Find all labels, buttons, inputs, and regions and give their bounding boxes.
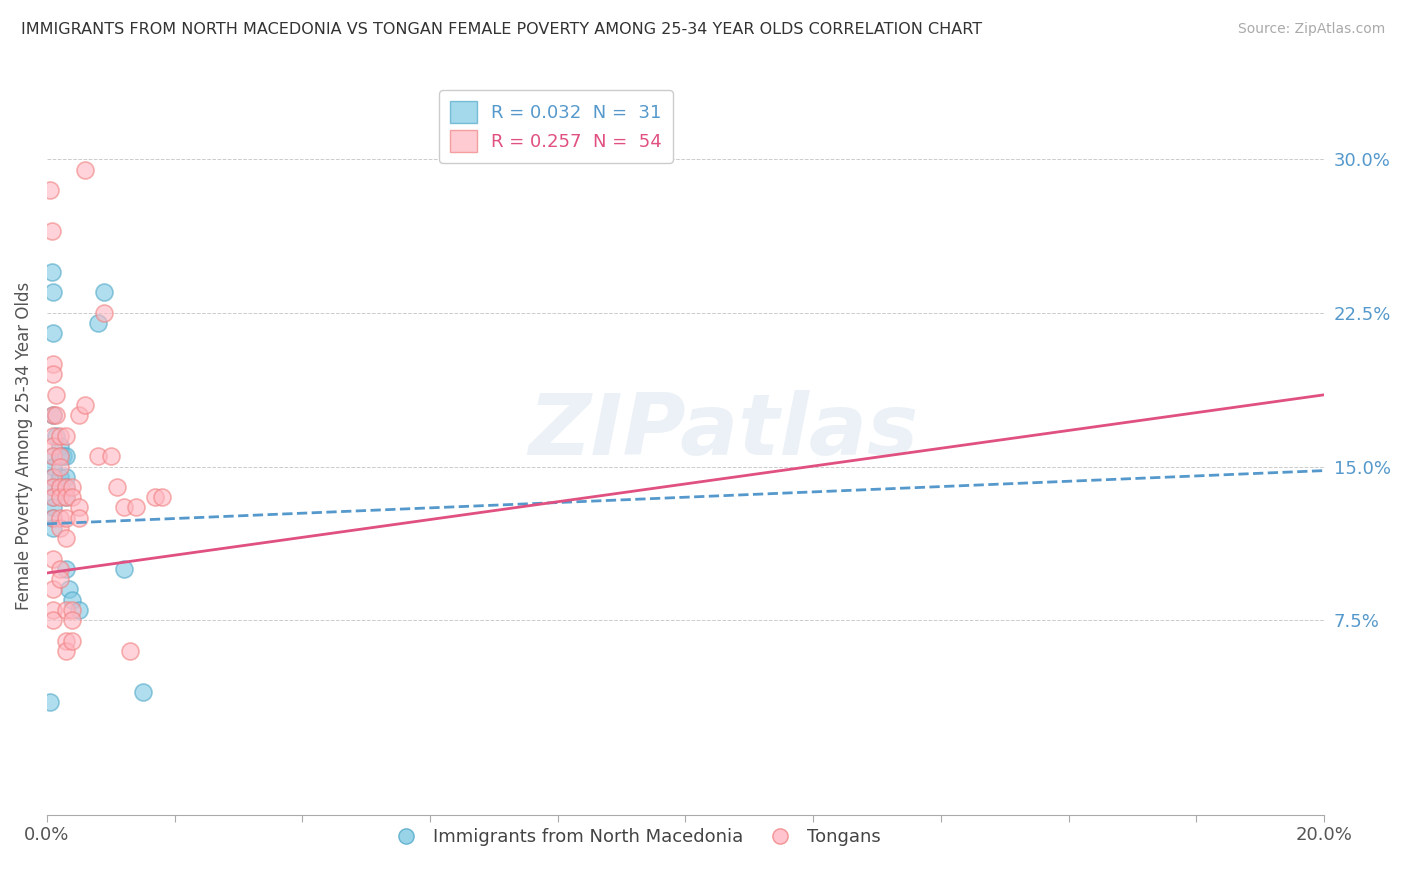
Point xyxy=(55,633,77,648)
Point xyxy=(112,500,135,515)
Point xyxy=(55,429,77,443)
Point xyxy=(55,644,77,658)
Text: ZIPatlas: ZIPatlas xyxy=(529,390,920,473)
Point xyxy=(52,450,75,464)
Point xyxy=(48,439,70,453)
Point xyxy=(41,224,63,238)
Point xyxy=(55,480,77,494)
Point xyxy=(48,480,70,494)
Legend: Immigrants from North Macedonia, Tongans: Immigrants from North Macedonia, Tongans xyxy=(381,821,887,854)
Point xyxy=(55,490,77,504)
Point xyxy=(118,644,141,658)
Point xyxy=(45,388,67,402)
Point xyxy=(45,429,67,443)
Point xyxy=(42,469,65,483)
Point xyxy=(42,551,65,566)
Point xyxy=(42,439,65,453)
Point xyxy=(100,450,122,464)
Point xyxy=(48,572,70,586)
Point xyxy=(125,500,148,515)
Point xyxy=(55,510,77,524)
Point xyxy=(42,459,65,474)
Point xyxy=(42,326,65,341)
Point xyxy=(131,685,153,699)
Point xyxy=(45,409,67,423)
Point xyxy=(48,469,70,483)
Point xyxy=(48,450,70,464)
Point xyxy=(55,469,77,483)
Point xyxy=(48,562,70,576)
Point xyxy=(55,603,77,617)
Point xyxy=(75,162,97,177)
Point xyxy=(67,603,90,617)
Point xyxy=(87,316,110,330)
Point xyxy=(75,398,97,412)
Point xyxy=(93,306,115,320)
Point xyxy=(42,450,65,464)
Point xyxy=(39,695,62,709)
Y-axis label: Female Poverty Among 25-34 Year Olds: Female Poverty Among 25-34 Year Olds xyxy=(15,282,32,610)
Point xyxy=(39,183,62,197)
Point xyxy=(87,450,110,464)
Point xyxy=(48,510,70,524)
Point xyxy=(48,521,70,535)
Point xyxy=(55,450,77,464)
Point xyxy=(42,603,65,617)
Point xyxy=(42,490,65,504)
Point xyxy=(55,531,77,545)
Point xyxy=(42,469,65,483)
Point xyxy=(48,480,70,494)
Point xyxy=(42,582,65,597)
Point xyxy=(42,409,65,423)
Point xyxy=(42,285,65,300)
Point xyxy=(55,480,77,494)
Point xyxy=(67,500,90,515)
Point xyxy=(62,603,84,617)
Point xyxy=(93,285,115,300)
Point xyxy=(42,480,65,494)
Point xyxy=(55,562,77,576)
Point xyxy=(42,510,65,524)
Text: IMMIGRANTS FROM NORTH MACEDONIA VS TONGAN FEMALE POVERTY AMONG 25-34 YEAR OLDS C: IMMIGRANTS FROM NORTH MACEDONIA VS TONGA… xyxy=(21,22,983,37)
Point xyxy=(42,429,65,443)
Point xyxy=(48,429,70,443)
Point xyxy=(62,592,84,607)
Point xyxy=(42,490,65,504)
Point xyxy=(42,450,65,464)
Point xyxy=(105,480,128,494)
Point xyxy=(62,480,84,494)
Point xyxy=(150,490,173,504)
Point xyxy=(41,265,63,279)
Point xyxy=(42,357,65,371)
Point xyxy=(55,490,77,504)
Point xyxy=(62,490,84,504)
Point xyxy=(48,490,70,504)
Point xyxy=(58,582,80,597)
Point xyxy=(112,562,135,576)
Point xyxy=(42,510,65,524)
Point xyxy=(48,450,70,464)
Point xyxy=(42,480,65,494)
Point xyxy=(145,490,167,504)
Point xyxy=(67,510,90,524)
Point xyxy=(62,613,84,627)
Point xyxy=(42,368,65,382)
Text: Source: ZipAtlas.com: Source: ZipAtlas.com xyxy=(1237,22,1385,37)
Point xyxy=(42,500,65,515)
Point xyxy=(48,459,70,474)
Point xyxy=(42,521,65,535)
Point xyxy=(62,633,84,648)
Point xyxy=(42,613,65,627)
Point xyxy=(67,409,90,423)
Point xyxy=(42,409,65,423)
